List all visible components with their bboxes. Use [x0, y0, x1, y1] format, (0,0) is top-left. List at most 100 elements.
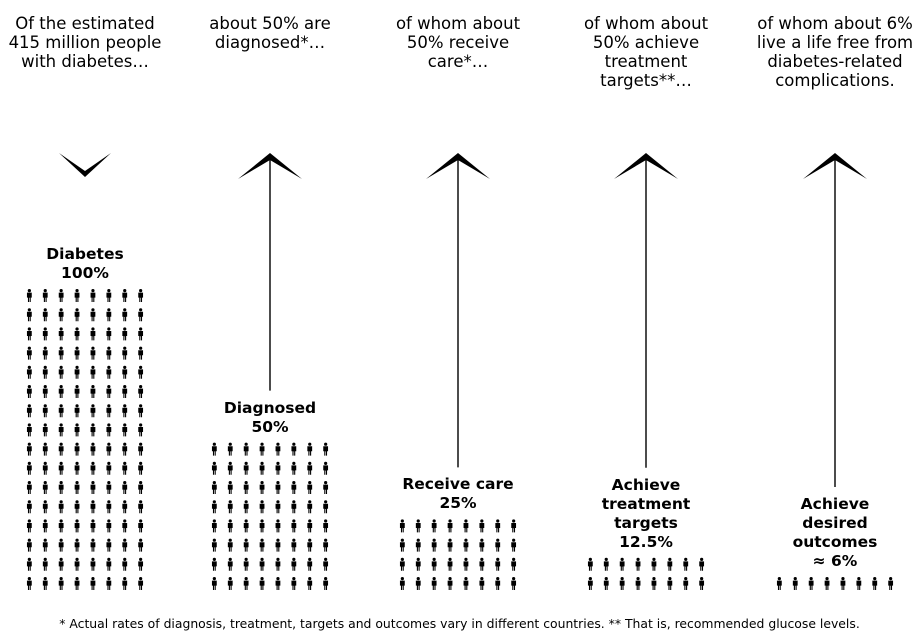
person-icon: [259, 557, 265, 571]
arrow-up-icon: [803, 153, 867, 487]
person-icon: [243, 538, 249, 552]
person-icon: [122, 289, 128, 302]
person-icon: [138, 557, 144, 571]
person-icon: [90, 538, 96, 552]
person-icon: [511, 538, 517, 552]
person-icon: [275, 577, 281, 590]
person-icon: [74, 538, 80, 552]
person-icon: [667, 557, 673, 571]
person-icon: [58, 442, 64, 456]
person-icon: [90, 577, 96, 590]
person-icon: [90, 289, 96, 302]
person-icon: [651, 577, 657, 590]
person-icon: [227, 442, 233, 456]
person-icon: [122, 442, 128, 456]
person-icon: [26, 346, 32, 360]
person-icon: [74, 481, 80, 494]
person-icon: [138, 442, 144, 456]
person-icon: [227, 577, 233, 590]
person-icon: [58, 289, 64, 302]
person-icon: [291, 461, 297, 475]
person-icon: [243, 519, 249, 533]
person-icon: [74, 289, 80, 302]
person-icon: [122, 365, 128, 379]
person-icon: [58, 423, 64, 437]
person-icon: [122, 404, 128, 418]
person-icon: [431, 538, 437, 552]
person-icon: [275, 500, 281, 514]
person-icon: [808, 577, 814, 590]
person-icon: [106, 289, 112, 302]
person-icon: [291, 519, 297, 533]
person-icon: [792, 577, 798, 590]
person-icon: [587, 557, 593, 571]
footnote: * Actual rates of diagnosis, treatment, …: [59, 616, 860, 631]
person-icon: [74, 404, 80, 418]
person-icon: [431, 577, 437, 590]
person-icon: [211, 557, 217, 571]
person-icon: [90, 500, 96, 514]
person-icon: [122, 538, 128, 552]
person-icon: [58, 346, 64, 360]
person-icon: [26, 461, 32, 475]
person-icon: [227, 557, 233, 571]
person-icon: [211, 461, 217, 475]
arrow-up-icon: [426, 153, 490, 468]
person-icon: [122, 461, 128, 475]
person-icon: [463, 577, 469, 590]
person-icon: [699, 557, 705, 571]
person-icon: [479, 519, 485, 533]
person-icon: [106, 327, 112, 341]
person-icon: [307, 577, 313, 590]
person-icon: [122, 385, 128, 398]
person-icon: [323, 461, 329, 475]
person-icon: [42, 500, 48, 514]
person-icon: [291, 481, 297, 494]
person-icon: [307, 538, 313, 552]
person-icon: [447, 577, 453, 590]
person-icon: [275, 519, 281, 533]
person-icon: [479, 577, 485, 590]
person-icon: [138, 423, 144, 437]
person-icon: [259, 519, 265, 533]
person-icon: [90, 385, 96, 398]
person-icon: [138, 461, 144, 475]
stage-label: Achieve desired outcomes ≈ 6%: [792, 495, 878, 570]
person-icon: [511, 577, 517, 590]
person-icon: [26, 289, 32, 302]
person-icon: [26, 577, 32, 590]
person-icon: [42, 308, 48, 322]
person-icon: [138, 519, 144, 533]
person-icon: [58, 500, 64, 514]
stage-label: Diagnosed 50%: [223, 398, 317, 436]
person-icon: [667, 577, 673, 590]
person-icon: [58, 538, 64, 552]
person-icon: [106, 577, 112, 590]
person-icon: [26, 327, 32, 341]
person-icon: [42, 346, 48, 360]
person-icon: [323, 481, 329, 494]
person-icon: [399, 519, 405, 533]
person-icon: [42, 557, 48, 571]
person-icon: [42, 365, 48, 379]
person-icon: [26, 404, 32, 418]
stage-label: Achieve treatment targets 12.5%: [601, 475, 691, 551]
person-icon: [291, 442, 297, 456]
stage-1: Of the estimated 415 million people with…: [0, 0, 175, 600]
person-icon: [399, 577, 405, 590]
person-icon: [275, 461, 281, 475]
person-icon: [122, 346, 128, 360]
person-icon: [42, 385, 48, 398]
person-icon: [495, 557, 501, 571]
person-icon: [259, 461, 265, 475]
person-icon: [138, 365, 144, 379]
person-icon: [307, 557, 313, 571]
person-icon: [635, 557, 641, 571]
person-icon: [307, 481, 313, 494]
person-icon: [479, 538, 485, 552]
person-icon: [122, 308, 128, 322]
person-icon: [26, 500, 32, 514]
stage-2: about 50% are diagnosed*… Diagnosed 50%: [180, 0, 360, 600]
stage-label: Receive care 25%: [402, 475, 514, 513]
stage-caption: of whom about 50% receive care*…: [395, 14, 521, 71]
